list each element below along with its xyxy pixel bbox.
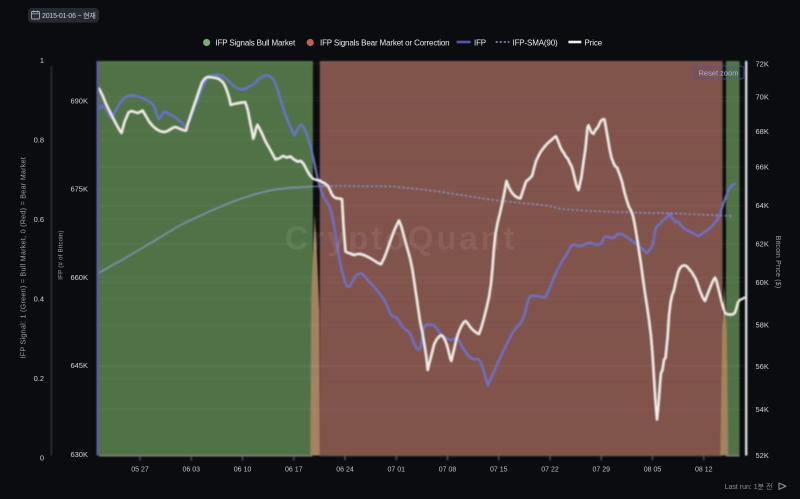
svg-text:07 29: 07 29 <box>592 467 610 474</box>
svg-text:64K: 64K <box>756 201 769 210</box>
svg-text:IFP-SMA(90): IFP-SMA(90) <box>513 38 559 47</box>
svg-text:630K: 630K <box>70 450 88 459</box>
svg-text:IFP Signals Bear Market or Cor: IFP Signals Bear Market or Correction <box>320 38 449 47</box>
svg-text:06 10: 06 10 <box>234 467 252 474</box>
svg-text:IFP Signals Bull Market: IFP Signals Bull Market <box>216 38 296 47</box>
svg-text:Reset zoom: Reset zoom <box>698 68 738 77</box>
svg-text:0.6: 0.6 <box>34 215 44 224</box>
svg-text:60K: 60K <box>756 278 769 287</box>
svg-text:0.8: 0.8 <box>34 136 44 145</box>
svg-text:660K: 660K <box>70 273 88 282</box>
svg-text:58K: 58K <box>756 321 769 330</box>
svg-text:CryptoQuant: CryptoQuant <box>285 220 517 257</box>
svg-text:0.4: 0.4 <box>34 295 44 304</box>
svg-text:07 08: 07 08 <box>439 467 457 474</box>
svg-text:Price: Price <box>585 38 603 47</box>
svg-text:72K: 72K <box>756 59 769 68</box>
svg-text:2015-01-06 ~ 현재: 2015-01-06 ~ 현재 <box>42 12 96 20</box>
svg-text:07 01: 07 01 <box>387 467 405 474</box>
svg-text:08 05: 08 05 <box>644 467 662 474</box>
svg-text:08 12: 08 12 <box>695 467 713 474</box>
svg-text:07 15: 07 15 <box>490 467 508 474</box>
svg-text:645K: 645K <box>70 361 88 370</box>
svg-text:Bitcoin Price ($): Bitcoin Price ($) <box>774 236 781 289</box>
svg-text:06 17: 06 17 <box>285 467 303 474</box>
svg-text:52K: 52K <box>756 451 769 460</box>
svg-text:62K: 62K <box>756 240 769 249</box>
svg-text:70K: 70K <box>756 93 769 102</box>
svg-text:IFP: IFP <box>474 38 486 47</box>
svg-text:07 22: 07 22 <box>541 467 559 474</box>
svg-text:05 27: 05 27 <box>131 467 149 474</box>
svg-text:Last run: 1분 전: Last run: 1분 전 <box>725 482 773 491</box>
svg-text:06 24: 06 24 <box>336 467 354 474</box>
svg-text:IFP Signal: 1 (Green) = Bull M: IFP Signal: 1 (Green) = Bull Market, 0 (… <box>19 157 28 359</box>
svg-text:IFP (# of Bitcoin): IFP (# of Bitcoin) <box>58 230 65 280</box>
svg-text:675K: 675K <box>70 185 88 194</box>
svg-text:06 03: 06 03 <box>182 467 200 474</box>
svg-text:54K: 54K <box>756 405 769 414</box>
svg-text:56K: 56K <box>756 362 769 371</box>
svg-text:690K: 690K <box>70 97 88 106</box>
svg-text:68K: 68K <box>756 127 769 136</box>
svg-text:1: 1 <box>40 56 44 65</box>
svg-text:0: 0 <box>40 453 44 462</box>
svg-text:0.2: 0.2 <box>34 374 44 383</box>
svg-text:66K: 66K <box>756 163 769 172</box>
